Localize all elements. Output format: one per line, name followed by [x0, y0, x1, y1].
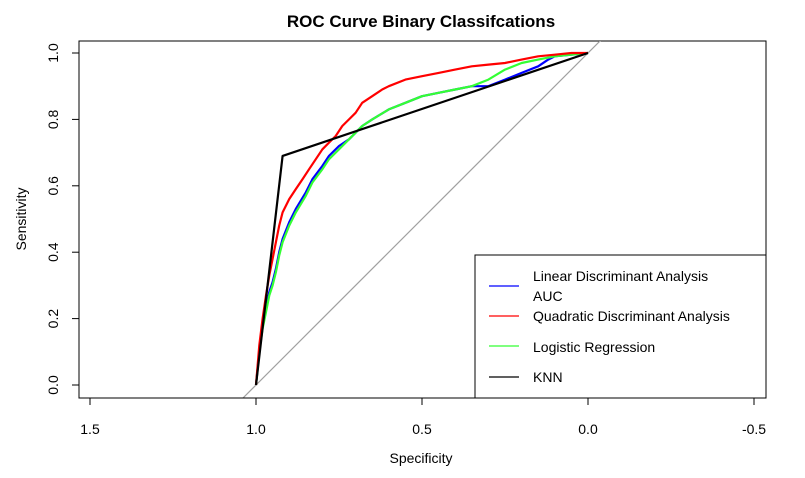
legend-box: [474, 254, 767, 399]
chart-title: ROC Curve Binary Classifcations: [287, 12, 555, 31]
y-axis: 0.0 0.2 0.4 0.6 0.8 1.0: [45, 43, 80, 395]
series-line-logistic-regression: [254, 51, 589, 386]
y-tick-label: 0.8: [45, 109, 61, 129]
y-tick-label: 0.4: [45, 242, 61, 262]
y-tick-label: 0.0: [45, 375, 61, 395]
y-axis-label: Sensitivity: [13, 187, 29, 250]
legend-label: KNN: [533, 369, 563, 385]
x-tick-label: 0.5: [412, 421, 432, 437]
y-tick-label: 1.0: [45, 43, 61, 63]
series-line-quadratic-discriminant-analysis: [254, 51, 588, 386]
legend: Linear Discriminant Analysis AUC Quadratic…: [474, 254, 767, 399]
series-line-knn: [254, 51, 589, 386]
x-tick-label: 0.0: [578, 421, 598, 437]
x-tick-label: 1.5: [80, 421, 100, 437]
legend-label: Logistic Regression: [533, 339, 655, 355]
x-axis-label: Specificity: [389, 450, 452, 466]
reference-diagonal: [242, 41, 601, 398]
x-tick-label: 1.0: [246, 421, 266, 437]
legend-label: Linear Discriminant Analysis AUC: [533, 268, 708, 304]
y-tick-label: 0.2: [45, 309, 61, 329]
y-tick-label: 0.6: [45, 176, 61, 196]
x-tick-label: -0.5: [742, 421, 766, 437]
x-axis: 1.5 1.0 0.5 0.0 -0.5: [80, 397, 766, 437]
legend-label: Quadratic Discriminant Analysis: [533, 308, 730, 324]
reference-layer: [242, 41, 601, 398]
series-layer: [254, 51, 589, 386]
